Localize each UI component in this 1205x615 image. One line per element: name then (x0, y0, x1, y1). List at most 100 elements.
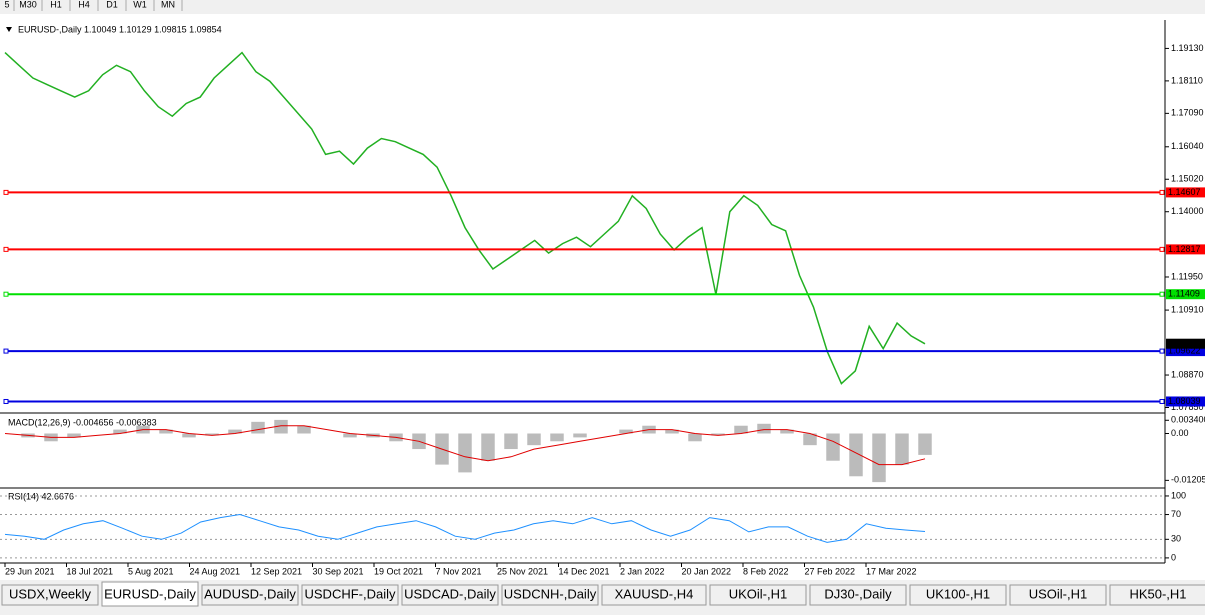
y-tick-label: 0 (1171, 552, 1176, 562)
toolbar (0, 0, 1205, 12)
macd-signal (4, 425, 926, 466)
symbol-tab-label[interactable]: USDCAD-,Daily (404, 586, 496, 601)
level-label: 1.14607 (1168, 187, 1201, 197)
symbol-tab[interactable] (809, 584, 907, 606)
macd-bar (297, 425, 311, 434)
x-tick-label: 14 Dec 2021 (559, 566, 610, 576)
x-tick-label: 18 Jul 2021 (67, 566, 114, 576)
timeframe-button[interactable]: H4 (78, 0, 90, 9)
symbol-tab-label[interactable]: UK100-,H1 (926, 586, 990, 601)
y-tick-label: 1.15020 (1171, 174, 1204, 184)
chart-window (0, 14, 1205, 580)
symbol-tab-label[interactable]: USDX,Weekly (9, 586, 92, 601)
x-tick-label: 7 Nov 2021 (436, 566, 482, 576)
macd-bar (159, 429, 173, 434)
x-tick-label: 20 Jan 2022 (682, 566, 732, 576)
current-price-tag (1166, 338, 1205, 349)
level-label: 1.11409 (1168, 289, 1200, 299)
header-arrow (6, 27, 12, 32)
level-handle (1159, 348, 1165, 354)
symbol-tab-label[interactable]: EURUSD-,Daily (104, 586, 196, 601)
symbol-tab[interactable] (1109, 584, 1205, 606)
y-tick-label: 1.08870 (1171, 369, 1204, 379)
macd-bar (573, 433, 587, 438)
macd-bar (274, 419, 288, 434)
x-tick-label: 30 Sep 2021 (313, 566, 364, 576)
symbol-tab-label[interactable]: DJ30-,Daily (824, 586, 892, 601)
level-handle (1159, 246, 1165, 252)
symbol-tab[interactable] (601, 584, 707, 606)
level-handle (3, 348, 9, 354)
level-tag (1166, 187, 1205, 198)
macd-bar (182, 433, 196, 438)
y-tick-label: 100 (1171, 490, 1186, 500)
symbol-tab[interactable] (1009, 584, 1107, 606)
symbol-tab[interactable] (101, 581, 199, 607)
symbol-tab[interactable] (909, 584, 1007, 606)
symbol-tab[interactable] (709, 584, 807, 606)
macd-bar (665, 429, 679, 434)
macd-bar (895, 433, 909, 465)
level-tag (1166, 396, 1205, 407)
x-tick-label: 8 Feb 2022 (743, 566, 789, 576)
timeframe-button[interactable]: MN (161, 0, 175, 9)
macd-bar (872, 433, 886, 483)
y-tick-label: -0.01205 (1171, 475, 1205, 485)
timeframe-button[interactable]: D1 (106, 0, 118, 9)
macd-bar (849, 433, 863, 477)
level-handle (3, 246, 9, 252)
macd-bar (481, 433, 495, 461)
macd-bar (67, 433, 81, 438)
symbol-tab[interactable] (401, 584, 499, 606)
macd-bar (711, 433, 725, 436)
symbol-tab-label[interactable]: USOil-,H1 (1029, 586, 1088, 601)
x-tick-label: 19 Oct 2021 (374, 566, 423, 576)
y-tick-label: 1.18110 (1171, 75, 1203, 85)
rsi-line (4, 513, 926, 543)
timeframe-button[interactable]: W1 (133, 0, 147, 9)
x-tick-label: 27 Feb 2022 (805, 566, 856, 576)
y-tick-label: 0.003400 (1171, 415, 1205, 425)
x-tick-label: 12 Sep 2021 (251, 566, 302, 576)
level-label: 1.08039 (1168, 396, 1201, 406)
x-tick-label: 25 Nov 2021 (497, 566, 548, 576)
price-line (4, 51, 926, 385)
timeframe-button[interactable]: 5 (4, 0, 9, 9)
macd-bar (458, 433, 472, 473)
timeframe-button[interactable]: M30 (19, 0, 37, 9)
y-tick-label: 1.14000 (1171, 206, 1204, 216)
symbol-tab-label[interactable]: AUDUSD-,Daily (204, 586, 296, 601)
macd-bar (757, 423, 771, 434)
level-handle (1159, 398, 1165, 404)
x-tick-label: 2 Jan 2022 (620, 566, 665, 576)
y-tick-label: 30 (1171, 534, 1181, 544)
symbol-tab-label[interactable]: UKOil-,H1 (729, 586, 788, 601)
symbol-tab[interactable] (201, 584, 299, 606)
symbol-tab-label[interactable]: USDCHF-,Daily (305, 586, 397, 601)
y-tick-label: 1.16040 (1171, 141, 1204, 151)
timeframe-button[interactable]: H1 (50, 0, 62, 9)
symbol-tab[interactable] (1, 584, 99, 606)
macd-bar (734, 425, 748, 434)
level-handle (3, 398, 9, 404)
symbol-tab[interactable] (501, 584, 599, 606)
macd-bar (205, 433, 219, 436)
macd-bar (619, 429, 633, 434)
level-tag (1166, 346, 1205, 357)
macd-bar (113, 429, 127, 434)
x-tick-label: 17 Mar 2022 (866, 566, 917, 576)
macd-bar (688, 433, 702, 442)
macd-bar (228, 429, 242, 434)
symbol-tab-label[interactable]: XAUUSD-,H4 (615, 586, 694, 601)
symbol-tab-label[interactable]: HK50-,H1 (1129, 586, 1186, 601)
level-handle (3, 189, 9, 195)
y-tick-label: 1.19130 (1171, 43, 1204, 53)
level-handle (1159, 291, 1165, 297)
symbol-tab[interactable] (301, 584, 399, 606)
symbol-tab-label[interactable]: USDCNH-,Daily (504, 586, 597, 601)
y-tick-label: 1.10910 (1171, 304, 1204, 314)
macd-bar (251, 421, 265, 434)
x-tick-label: 24 Aug 2021 (190, 566, 241, 576)
level-label: 1.12817 (1168, 244, 1201, 254)
macd-label: MACD(12,26,9) -0.004656 -0.006383 (8, 417, 157, 427)
